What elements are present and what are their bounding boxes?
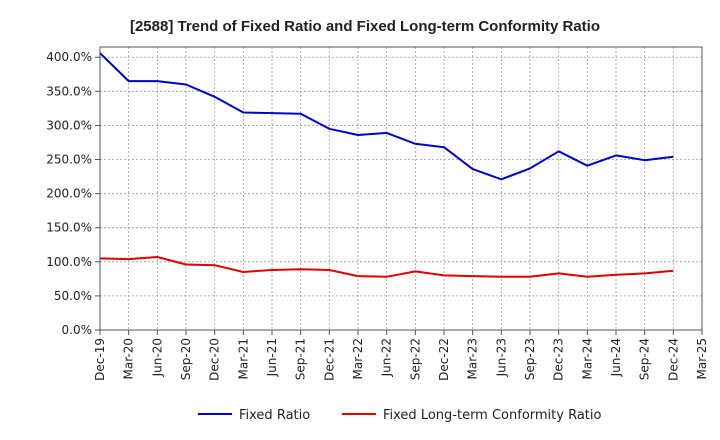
chart-title: [2588] Trend of Fixed Ratio and Fixed Lo… xyxy=(130,18,600,35)
x-tick-label: Sep-20 xyxy=(179,338,193,380)
x-tick-label: Sep-23 xyxy=(523,338,537,380)
y-tick-label: 100.0% xyxy=(46,255,92,269)
x-tick-label: Sep-24 xyxy=(638,338,652,380)
x-tick-label: Mar-21 xyxy=(236,338,250,379)
series-line-1 xyxy=(99,52,674,181)
x-tick-label: Dec-22 xyxy=(437,338,451,381)
y-tick-label: 350.0% xyxy=(46,84,92,98)
x-tick-label: Jun-23 xyxy=(494,338,508,377)
series-group xyxy=(99,52,674,278)
series-line-2 xyxy=(99,256,674,278)
legend: Fixed Ratio Fixed Long-term Conformity Ra… xyxy=(198,408,602,423)
plot-frame xyxy=(99,46,703,331)
x-axis: Dec-19 Mar-20 Jun-20 Sep-20 Dec-20 Mar-21 Jun-… xyxy=(93,330,709,381)
y-tick-label: 150.0% xyxy=(46,221,92,235)
x-tick-label: Dec-23 xyxy=(552,338,566,381)
x-tick-label: Jun-24 xyxy=(609,338,623,377)
legend-label-2: Fixed Long-term Conformity Ratio xyxy=(383,408,602,423)
x-tick-label: Mar-25 xyxy=(695,338,709,379)
x-tick-label: Sep-21 xyxy=(294,338,308,380)
x-tick-label: Mar-24 xyxy=(580,338,594,379)
x-tick-label: Jun-22 xyxy=(380,338,394,377)
legend-label-1: Fixed Ratio xyxy=(239,408,310,423)
x-tick-label: Mar-23 xyxy=(466,338,480,379)
y-tick-label: 50.0% xyxy=(54,289,92,303)
x-tick-label: Dec-24 xyxy=(666,338,680,381)
y-tick-label: 300.0% xyxy=(46,118,92,132)
x-tick-label: Dec-20 xyxy=(208,338,222,381)
grid xyxy=(100,47,702,330)
y-tick-label: 200.0% xyxy=(46,187,92,201)
x-tick-label: Dec-19 xyxy=(93,338,107,381)
x-tick-label: Jun-20 xyxy=(150,338,164,377)
x-tick-label: Mar-20 xyxy=(122,338,136,379)
y-axis: 0.0% 50.0% 100.0% 150.0% 200.0% 250.0% 300.0% 3… xyxy=(46,50,100,337)
y-tick-label: 0.0% xyxy=(62,323,93,337)
y-tick-label: 400.0% xyxy=(46,50,92,64)
x-tick-label: Mar-22 xyxy=(351,338,365,379)
x-tick-label: Dec-21 xyxy=(322,338,336,381)
x-tick-label: Sep-22 xyxy=(408,338,422,380)
y-tick-label: 250.0% xyxy=(46,153,92,167)
x-tick-label: Jun-21 xyxy=(265,338,279,377)
